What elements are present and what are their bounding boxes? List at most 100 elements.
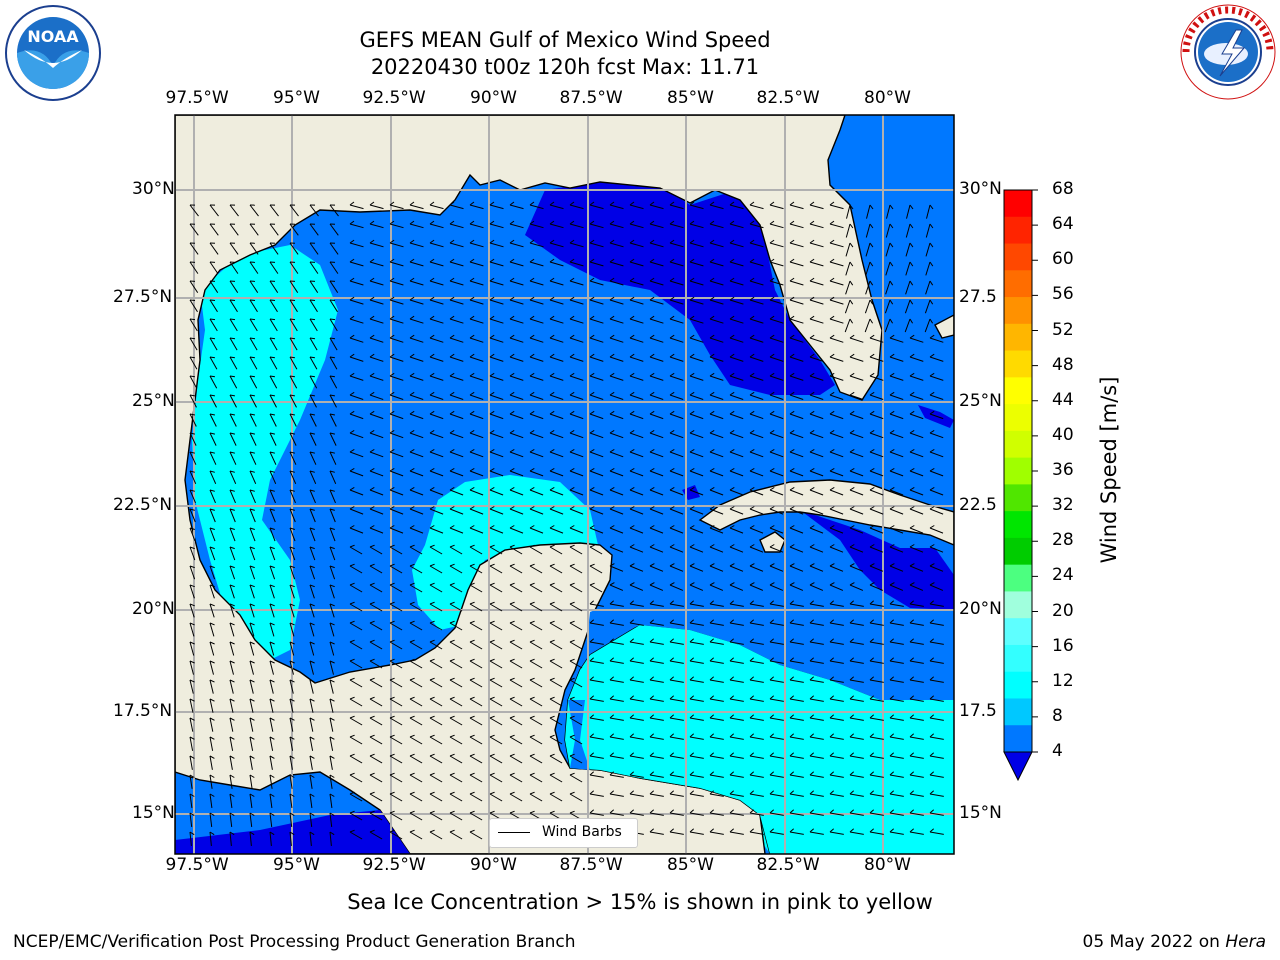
- wind-barb: [629, 353, 644, 362]
- wind-barb: [569, 677, 583, 688]
- wind-barb: [589, 714, 604, 721]
- wind-barb: [369, 448, 384, 458]
- wind-barb: [509, 696, 523, 707]
- wind-barb: [649, 563, 664, 572]
- wind-barb: [609, 638, 624, 645]
- wind-barb: [289, 527, 296, 542]
- wind-barb: [549, 734, 563, 745]
- wind-barb: [809, 506, 824, 515]
- wind-barb: [869, 733, 884, 740]
- wind-barb: [889, 506, 904, 515]
- wind-barb: [309, 831, 315, 846]
- wind-barb: [209, 717, 215, 732]
- wind-barb: [509, 391, 524, 400]
- wind-barb: [509, 772, 523, 783]
- wind-barb: [609, 695, 624, 702]
- wind-barb: [886, 204, 894, 219]
- wind-barb: [609, 315, 624, 324]
- wind-barb: [929, 676, 944, 683]
- wind-barb: [269, 318, 278, 332]
- noaa-logo-text: NOAA: [27, 27, 79, 46]
- wind-barb: [489, 791, 503, 802]
- wind-barb: [189, 261, 199, 274]
- wind-barb: [469, 486, 484, 496]
- wind-barb: [369, 334, 384, 343]
- wind-barb: [609, 544, 624, 553]
- wind-barb: [789, 600, 804, 607]
- wind-barb: [929, 544, 944, 553]
- colorbar-segment: [1004, 323, 1032, 352]
- wind-barb: [509, 791, 523, 802]
- wind-barb: [329, 299, 338, 313]
- wind-barb: [569, 696, 583, 707]
- calm-region-cayman: [800, 510, 954, 610]
- wind-barb: [249, 641, 255, 656]
- wind-barb: [229, 337, 238, 351]
- wind-barb: [549, 620, 563, 631]
- wind-barb: [269, 489, 276, 504]
- lon-label-top: 95°W: [273, 88, 320, 108]
- wind-barb: [789, 296, 804, 305]
- wind-barb: [789, 714, 804, 721]
- wind-barb: [189, 736, 195, 751]
- colorbar-segment: [1004, 484, 1032, 512]
- wind-barb: [669, 486, 684, 496]
- wind-barb: [589, 657, 604, 664]
- wind-barb: [549, 467, 564, 477]
- wind-barb: [689, 638, 704, 645]
- wind-barb: [789, 771, 804, 778]
- wind-barb: [929, 525, 944, 534]
- gridlines: [175, 115, 954, 854]
- wind-barb: [409, 677, 423, 688]
- wind-barb: [889, 676, 904, 683]
- wind-barb: [909, 752, 924, 759]
- wind-barb: [929, 752, 944, 759]
- wind-barb: [349, 410, 364, 420]
- wind-barb: [309, 622, 315, 637]
- wind-barb: [629, 486, 644, 496]
- wind-barb: [449, 391, 464, 400]
- wind-barb: [889, 391, 904, 400]
- wind-barb: [209, 356, 218, 370]
- wind-barb: [889, 657, 904, 664]
- wind-barb: [289, 394, 297, 408]
- wind-barb: [289, 546, 296, 561]
- wind-barb: [889, 467, 904, 477]
- wind-barb: [889, 334, 904, 343]
- wind-barb: [389, 544, 403, 555]
- wind-barb: [309, 774, 315, 789]
- wind-barb: [909, 828, 924, 835]
- wind-barb: [609, 429, 624, 439]
- wind-barb: [409, 391, 424, 400]
- colorbar-segment: [1004, 430, 1032, 459]
- wind-barb: [649, 525, 664, 534]
- wind-barb: [409, 315, 424, 324]
- wind-barb: [849, 657, 864, 664]
- wind-barb: [449, 582, 463, 593]
- wind-barb: [709, 201, 724, 210]
- map-border: [174, 114, 955, 855]
- wind-barb: [289, 641, 295, 656]
- wind-barb: [429, 334, 444, 343]
- wind-barb: [449, 677, 463, 688]
- wind-barb: [649, 334, 664, 343]
- wind-barb: [529, 791, 543, 802]
- lat-label-left: 22.5°N: [113, 495, 173, 515]
- wind-barb: [369, 506, 384, 515]
- wind-barb: [589, 277, 604, 286]
- wind-barb: [349, 296, 364, 305]
- wind-barb: [229, 261, 239, 274]
- wind-barb: [649, 467, 664, 477]
- wind-barb: [429, 220, 444, 229]
- wind-barb: [309, 394, 317, 408]
- wind-barb: [369, 353, 384, 362]
- wind-barb: [789, 277, 804, 286]
- wind-barb: [629, 506, 644, 515]
- footer-date: 05 May 2022 on Hera: [1083, 932, 1267, 952]
- wind-barb: [629, 657, 644, 664]
- wind-barb: [689, 695, 704, 702]
- wind-barb: [309, 261, 319, 274]
- wind-barb: [829, 600, 844, 607]
- wind-barb: [509, 429, 524, 439]
- wind-barb: [369, 696, 383, 707]
